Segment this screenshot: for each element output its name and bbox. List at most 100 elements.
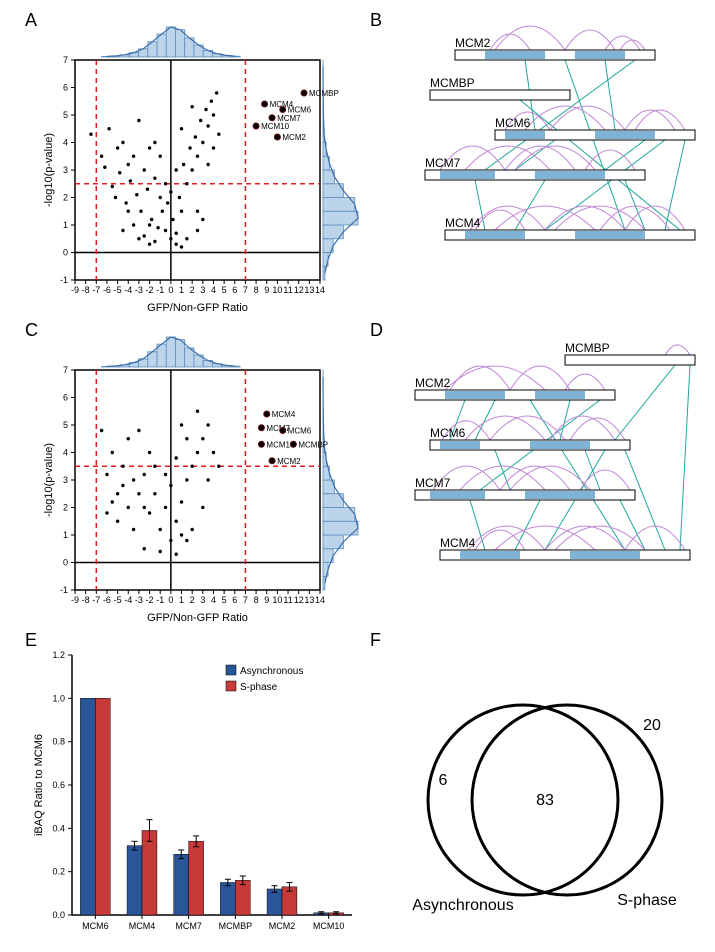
svg-text:MCM7: MCM7 bbox=[415, 476, 451, 490]
svg-text:0.6: 0.6 bbox=[52, 780, 65, 790]
panel-e-bar: 0.00.20.40.60.81.01.2MCM6MCM4MCM7MCMBPMC… bbox=[30, 645, 360, 945]
figure: A B C D E F -9-8-7-6-5-4-3-2-10123456789… bbox=[0, 0, 715, 952]
svg-text:Asynchronous: Asynchronous bbox=[412, 897, 513, 914]
svg-text:0: 0 bbox=[168, 595, 173, 605]
svg-text:0.2: 0.2 bbox=[52, 867, 65, 877]
svg-text:-6: -6 bbox=[103, 595, 111, 605]
svg-text:-3: -3 bbox=[135, 285, 143, 295]
svg-text:0.4: 0.4 bbox=[52, 823, 65, 833]
svg-text:MCM2: MCM2 bbox=[269, 921, 296, 931]
svg-text:3: 3 bbox=[63, 475, 68, 485]
panel-f-venn: 62083AsynchronousS-phase bbox=[385, 660, 705, 940]
svg-text:0: 0 bbox=[63, 248, 68, 258]
svg-text:2: 2 bbox=[63, 193, 68, 203]
svg-text:11: 11 bbox=[283, 595, 292, 605]
svg-text:6: 6 bbox=[63, 393, 68, 403]
svg-text:-7: -7 bbox=[92, 285, 100, 295]
svg-text:1: 1 bbox=[63, 530, 68, 540]
svg-text:S-phase: S-phase bbox=[240, 682, 278, 693]
svg-text:-9: -9 bbox=[71, 285, 79, 295]
svg-text:8: 8 bbox=[254, 285, 259, 295]
svg-text:2: 2 bbox=[63, 503, 68, 513]
svg-text:-2: -2 bbox=[146, 285, 154, 295]
svg-text:-6: -6 bbox=[103, 285, 111, 295]
svg-text:MCM2: MCM2 bbox=[455, 36, 491, 50]
svg-text:MCMBP: MCMBP bbox=[219, 921, 253, 931]
panel-label-a: A bbox=[25, 10, 37, 31]
panel-label-c: C bbox=[25, 320, 38, 341]
svg-text:MCM10: MCM10 bbox=[261, 122, 290, 131]
svg-text:14: 14 bbox=[315, 285, 325, 295]
svg-text:MCM6: MCM6 bbox=[430, 426, 466, 440]
svg-text:-7: -7 bbox=[92, 595, 100, 605]
svg-text:10: 10 bbox=[272, 595, 282, 605]
svg-text:MCM6: MCM6 bbox=[495, 116, 531, 130]
svg-text:iBAQ Ratio to MCM6: iBAQ Ratio to MCM6 bbox=[33, 734, 45, 836]
svg-text:4: 4 bbox=[63, 138, 68, 148]
svg-text:3: 3 bbox=[200, 285, 205, 295]
svg-text:-1: -1 bbox=[156, 285, 164, 295]
panel-c-volcano: -9-8-7-6-5-4-3-2-101234567891011121314-1… bbox=[40, 330, 360, 625]
svg-text:-log10(p-value): -log10(p-value) bbox=[43, 133, 55, 207]
svg-text:0.8: 0.8 bbox=[52, 737, 65, 747]
svg-text:MCM2: MCM2 bbox=[277, 457, 301, 466]
svg-text:1: 1 bbox=[179, 285, 184, 295]
svg-text:MCM7: MCM7 bbox=[175, 921, 202, 931]
svg-text:MCM2: MCM2 bbox=[282, 133, 306, 142]
svg-text:1.0: 1.0 bbox=[52, 693, 65, 703]
svg-text:MCM7: MCM7 bbox=[425, 156, 461, 170]
svg-text:5: 5 bbox=[63, 420, 68, 430]
svg-text:4: 4 bbox=[211, 285, 216, 295]
svg-text:-1: -1 bbox=[60, 585, 68, 595]
svg-text:12: 12 bbox=[294, 595, 304, 605]
svg-text:MCM2: MCM2 bbox=[415, 376, 451, 390]
panel-label-f: F bbox=[370, 630, 381, 651]
svg-text:6: 6 bbox=[63, 83, 68, 93]
svg-text:GFP/Non-GFP Ratio: GFP/Non-GFP Ratio bbox=[147, 302, 248, 314]
svg-text:13: 13 bbox=[304, 595, 314, 605]
svg-text:MCM6: MCM6 bbox=[288, 427, 312, 436]
svg-text:MCMBP: MCMBP bbox=[565, 341, 610, 355]
svg-text:MCM10: MCM10 bbox=[313, 921, 345, 931]
svg-text:7: 7 bbox=[243, 595, 248, 605]
svg-text:83: 83 bbox=[536, 792, 554, 809]
svg-text:0: 0 bbox=[168, 285, 173, 295]
svg-text:MCM4: MCM4 bbox=[129, 921, 156, 931]
svg-text:-4: -4 bbox=[124, 285, 132, 295]
svg-text:1: 1 bbox=[63, 220, 68, 230]
svg-text:5: 5 bbox=[222, 285, 227, 295]
svg-text:7: 7 bbox=[243, 285, 248, 295]
svg-text:8: 8 bbox=[254, 595, 259, 605]
svg-text:-3: -3 bbox=[135, 595, 143, 605]
svg-text:10: 10 bbox=[272, 285, 282, 295]
svg-text:9: 9 bbox=[264, 285, 269, 295]
svg-text:MCM4: MCM4 bbox=[440, 536, 476, 550]
svg-text:14: 14 bbox=[315, 595, 325, 605]
svg-text:7: 7 bbox=[63, 365, 68, 375]
svg-text:-2: -2 bbox=[146, 595, 154, 605]
panel-a-volcano: -9-8-7-6-5-4-3-2-101234567891011121314-1… bbox=[40, 20, 360, 315]
svg-text:S-phase: S-phase bbox=[617, 892, 677, 909]
panel-b-crosslink: MCM2MCMBPMCM6MCM7MCM4 bbox=[375, 30, 710, 290]
svg-text:-9: -9 bbox=[71, 595, 79, 605]
svg-text:11: 11 bbox=[283, 285, 292, 295]
svg-text:-1: -1 bbox=[156, 595, 164, 605]
svg-text:-5: -5 bbox=[114, 595, 122, 605]
svg-text:GFP/Non-GFP Ratio: GFP/Non-GFP Ratio bbox=[147, 612, 248, 624]
svg-text:MCM4: MCM4 bbox=[272, 410, 296, 419]
svg-text:-4: -4 bbox=[124, 595, 132, 605]
svg-text:4: 4 bbox=[211, 595, 216, 605]
svg-text:0: 0 bbox=[63, 558, 68, 568]
svg-text:-log10(p-value): -log10(p-value) bbox=[43, 443, 55, 517]
svg-text:9: 9 bbox=[264, 595, 269, 605]
svg-text:3: 3 bbox=[63, 165, 68, 175]
svg-text:MCMBP: MCMBP bbox=[430, 76, 475, 90]
svg-text:2: 2 bbox=[190, 595, 195, 605]
panel-label-d: D bbox=[370, 320, 383, 341]
svg-text:1.2: 1.2 bbox=[52, 650, 65, 660]
svg-text:2: 2 bbox=[190, 285, 195, 295]
svg-text:20: 20 bbox=[643, 717, 661, 734]
svg-text:-8: -8 bbox=[82, 595, 90, 605]
svg-text:7: 7 bbox=[63, 55, 68, 65]
svg-text:3: 3 bbox=[200, 595, 205, 605]
